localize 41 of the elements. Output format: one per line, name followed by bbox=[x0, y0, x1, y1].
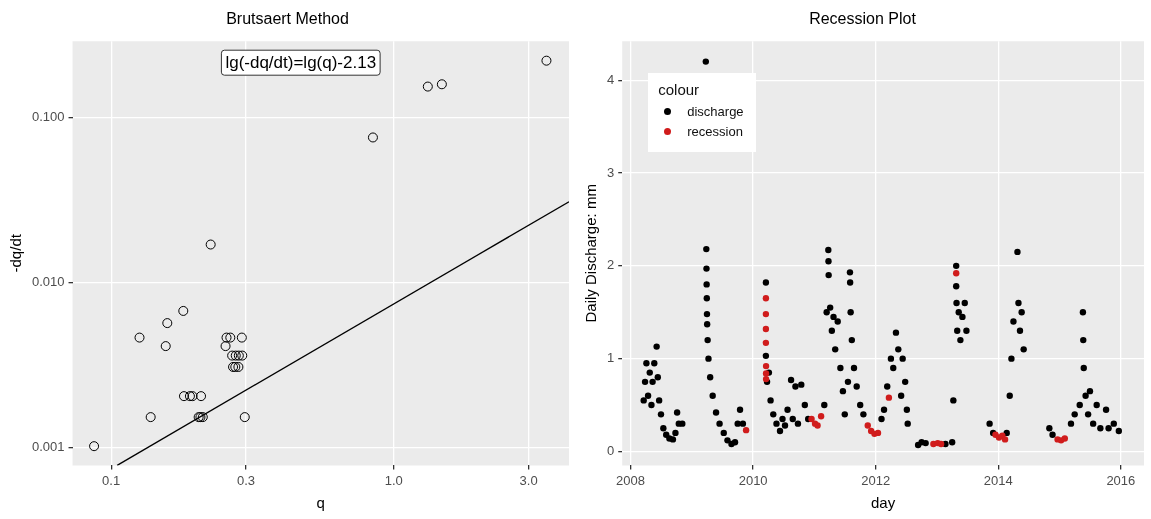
point bbox=[874, 429, 882, 437]
x-tick-label: 2012 bbox=[861, 472, 891, 488]
chart-title: Brutsaert Method bbox=[226, 10, 349, 28]
x-tick-label: 1.0 bbox=[384, 472, 403, 488]
y-tick-label: 2 bbox=[607, 257, 615, 273]
y-axis-title: Daily Discharge: mm bbox=[582, 184, 600, 323]
y-axis-title: -dq/dt bbox=[7, 233, 25, 273]
y-tick-label: 1 bbox=[607, 350, 615, 366]
legend-label: recession bbox=[687, 124, 743, 140]
y-tick-label: 0 bbox=[607, 443, 615, 459]
x-tick-label: 0.1 bbox=[102, 472, 121, 488]
point bbox=[1061, 435, 1068, 442]
point bbox=[953, 270, 960, 277]
x-tick-label: 2016 bbox=[1106, 472, 1136, 488]
x-axis-title: day bbox=[871, 494, 896, 512]
point bbox=[762, 362, 770, 370]
x-tick-label: 2008 bbox=[615, 472, 645, 488]
point bbox=[864, 422, 871, 429]
point bbox=[742, 426, 750, 434]
y-tick-label: 0.001 bbox=[31, 439, 65, 455]
point bbox=[817, 413, 825, 420]
point bbox=[937, 440, 945, 448]
legend-label: discharge bbox=[687, 104, 744, 120]
point bbox=[762, 310, 770, 318]
point bbox=[762, 339, 770, 347]
x-axis-title: q bbox=[316, 494, 325, 512]
y-tick-label: 0.100 bbox=[31, 109, 65, 125]
y-tick-label: 3 bbox=[607, 164, 615, 180]
y-tick-label: 4 bbox=[607, 71, 615, 87]
point bbox=[762, 325, 770, 333]
y-tick-label: 0.010 bbox=[31, 274, 65, 290]
annotation: lg(-dq/dt)=lg(q)-2.13 bbox=[225, 52, 377, 72]
x-tick-label: 2014 bbox=[983, 472, 1013, 488]
point bbox=[762, 295, 770, 302]
chart-title: Recession Plot bbox=[809, 10, 917, 28]
x-tick-label: 3.0 bbox=[519, 472, 538, 488]
point bbox=[1001, 436, 1009, 443]
point bbox=[885, 394, 893, 401]
legend-title: colour bbox=[658, 81, 701, 99]
x-tick-label: 2010 bbox=[738, 472, 768, 488]
x-tick-label: 0.3 bbox=[236, 472, 256, 488]
